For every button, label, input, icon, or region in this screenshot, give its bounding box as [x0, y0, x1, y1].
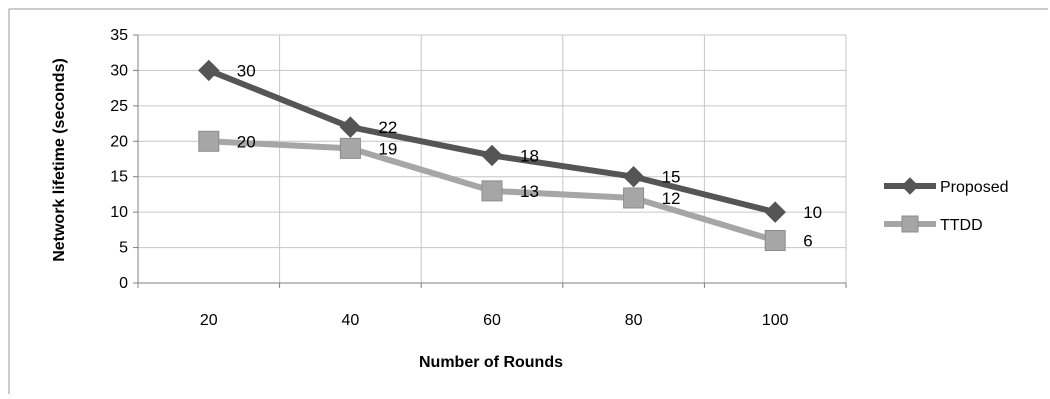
y-tick-label: 30 [110, 62, 128, 79]
data-point-ttdd [481, 180, 503, 202]
data-label-ttdd: 13 [520, 182, 539, 201]
x-tick-label: 80 [625, 312, 643, 329]
data-point-ttdd [764, 229, 786, 251]
y-tick-label: 15 [110, 169, 128, 186]
data-label-proposed: 18 [520, 146, 539, 165]
data-point-proposed [764, 201, 786, 223]
data-point-ttdd [339, 137, 361, 159]
data-label-ttdd: 19 [378, 139, 397, 158]
data-label-proposed: 15 [662, 168, 681, 187]
data-label-ttdd: 20 [237, 132, 256, 151]
y-tick-label: 25 [110, 98, 128, 115]
data-label-proposed: 22 [378, 118, 397, 137]
data-point-ttdd [198, 130, 220, 152]
x-axis-title: Number of Rounds [419, 354, 563, 371]
x-tick-label: 20 [200, 312, 218, 329]
y-axis-title: Network lifetime (seconds) [51, 58, 68, 262]
data-label-ttdd: 6 [803, 231, 812, 250]
data-label-proposed: 10 [803, 203, 822, 222]
data-point-proposed [339, 116, 362, 138]
y-tick-label: 5 [119, 240, 128, 257]
legend-label-ttdd: TTDD [940, 217, 983, 234]
y-tick-label: 10 [110, 204, 128, 221]
data-label-ttdd: 12 [662, 189, 681, 208]
data-point-ttdd [623, 187, 645, 209]
legend-marker-proposed [901, 177, 919, 195]
series-group [198, 59, 786, 251]
x-tick-label: 100 [762, 312, 789, 329]
y-tick-label: 0 [119, 275, 128, 292]
axes: 0 5 10 15 20 25 30 35 20 40 60 80 100 [110, 27, 847, 329]
data-point-proposed [198, 59, 220, 82]
legend-label-proposed: Proposed [940, 179, 1009, 196]
data-label-proposed: 30 [237, 61, 256, 80]
y-tick-label: 20 [110, 133, 128, 150]
data-point-proposed [481, 144, 503, 167]
data-point-proposed [622, 166, 645, 188]
y-tick-label: 35 [110, 27, 128, 44]
data-labels: 30 22 18 15 10 20 19 13 12 6 [237, 61, 822, 250]
x-tick-label: 60 [483, 312, 501, 329]
legend: Proposed TTDD [884, 177, 1009, 234]
chart-frame [8, 8, 1048, 394]
x-tick-label: 40 [342, 312, 360, 329]
legend-marker-ttdd [901, 215, 919, 233]
